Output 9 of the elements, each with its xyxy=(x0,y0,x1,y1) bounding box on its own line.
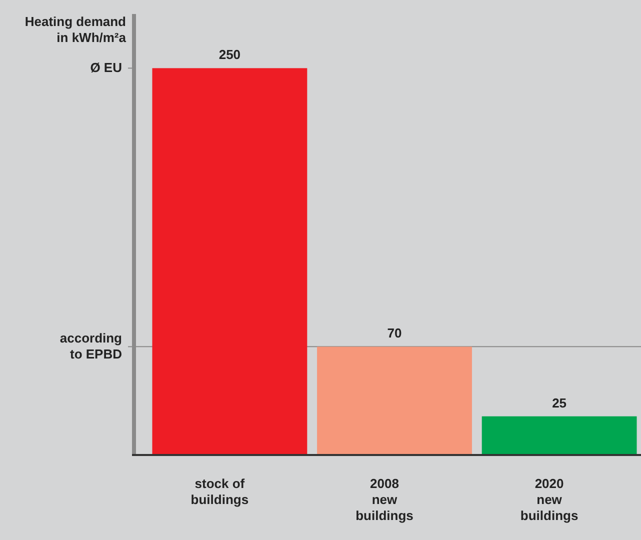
ref-line-label: according to EPBD xyxy=(60,330,122,362)
data-label: 25 xyxy=(552,395,567,410)
text: Ø EU xyxy=(90,60,122,76)
x-tick-label: 2020 new buildings xyxy=(520,476,578,523)
data-label: 250 xyxy=(218,47,241,62)
x-tick-label: 2008 new buildings xyxy=(356,476,414,523)
x-tick-label: stock of buildings xyxy=(190,476,249,507)
data-label: 70 xyxy=(387,326,402,341)
y-axis-title: Heating demand in kWh/m²a xyxy=(24,14,127,45)
